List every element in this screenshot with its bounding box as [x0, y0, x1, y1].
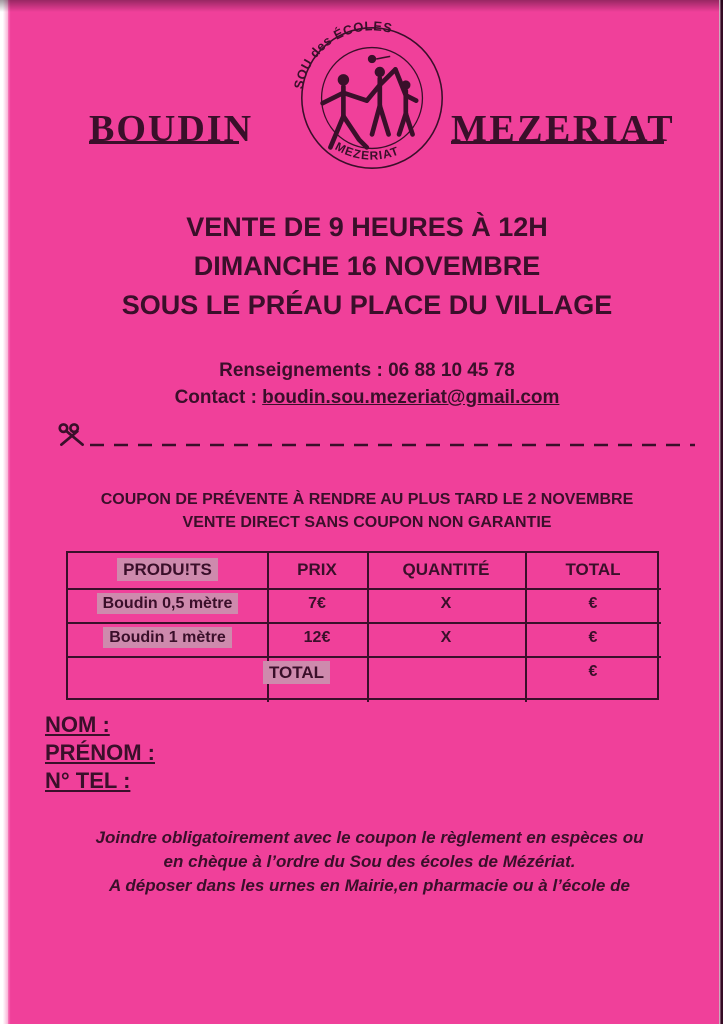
- svg-text:MEZERIAT: MEZERIAT: [333, 139, 401, 163]
